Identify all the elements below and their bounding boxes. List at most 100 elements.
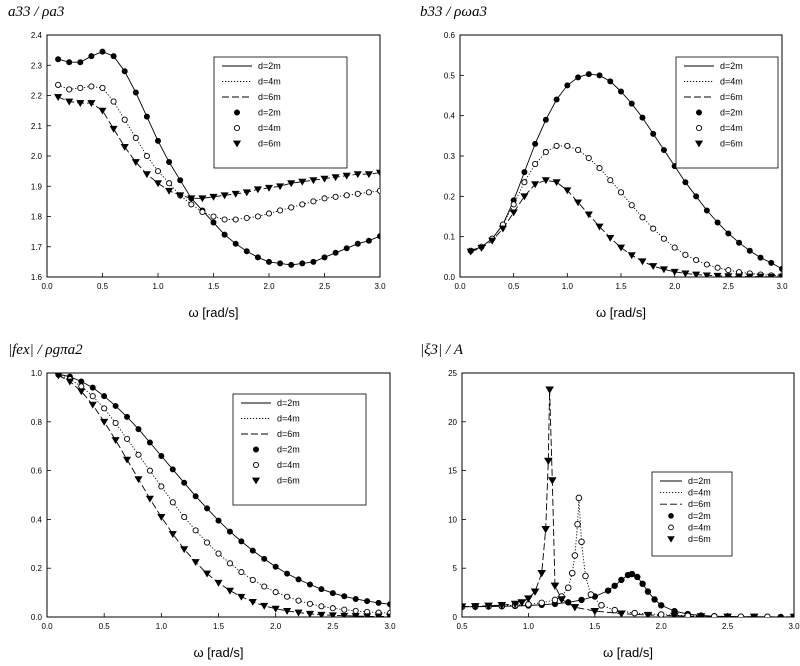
data-point	[616, 244, 626, 252]
data-point	[563, 187, 572, 195]
data-point	[627, 252, 636, 260]
data-point	[332, 249, 339, 256]
x-tick-label: 0.0	[454, 282, 466, 291]
x-tick-label: 0.5	[97, 282, 109, 291]
data-point	[89, 393, 96, 400]
data-point	[55, 56, 62, 63]
data-point	[617, 610, 626, 617]
x-tick-label: 3.0	[788, 622, 800, 631]
data-point	[611, 606, 618, 614]
legend-label: d=4m	[258, 123, 281, 133]
data-point	[214, 579, 223, 587]
data-point	[564, 142, 571, 149]
data-point	[165, 187, 174, 195]
data-point	[210, 219, 217, 226]
data-point	[634, 573, 641, 581]
data-point	[100, 418, 109, 426]
x-tick-label: 3.0	[384, 622, 396, 631]
data-point	[198, 195, 207, 203]
series-line-d=6m-dashed	[58, 375, 390, 617]
y-axis-label: |fex| / ρgπa2	[8, 342, 83, 358]
data-point	[277, 260, 284, 267]
data-point	[746, 247, 753, 254]
data-point	[231, 190, 240, 198]
x-tick-label: 1.5	[589, 622, 601, 631]
data-point	[237, 593, 246, 601]
legend-marker-swatch	[233, 109, 240, 116]
data-point	[777, 613, 784, 617]
y-axis-label: b33 / ρωa3	[420, 4, 487, 20]
data-point	[294, 609, 303, 617]
data-point	[54, 373, 63, 380]
data-point	[276, 183, 285, 191]
data-point	[283, 607, 292, 615]
data-point	[204, 505, 211, 512]
data-point	[169, 466, 176, 473]
data-point	[112, 402, 119, 409]
legend-label: d=4m	[277, 460, 300, 470]
data-point	[570, 604, 580, 612]
series-line-d=4m-dotted	[462, 497, 794, 617]
data-point	[318, 586, 325, 593]
data-point	[550, 582, 560, 590]
x-tick-label: 2.5	[723, 282, 735, 291]
data-point	[288, 204, 295, 211]
panel-heave-rao: 0.5 1.0 1.5 2.0 2.5 3.0 0 5 10 15 20 25 ω [rad/s] |ξ3…	[420, 342, 800, 660]
data-point	[321, 254, 328, 261]
data-point	[157, 514, 166, 521]
data-point	[702, 272, 711, 277]
panel-added-mass: 0.0 0.5 1.0 1.5 2.0 2.5 3.0 1.6 1.7 1.8 1.9 2.0 2.1 2…	[8, 4, 386, 320]
legend-label: d=4m	[720, 77, 743, 87]
data-point	[101, 393, 108, 400]
data-point	[768, 259, 775, 266]
data-point	[374, 613, 383, 617]
x-axis-label: ω [rad/s]	[189, 305, 239, 320]
data-point	[596, 72, 603, 79]
data-point	[524, 595, 533, 603]
data-point	[724, 273, 733, 277]
legend-marker-swatch	[233, 124, 241, 132]
data-point	[696, 613, 706, 617]
data-point	[565, 599, 572, 606]
y-tick-label: 10	[448, 515, 457, 524]
data-point	[329, 590, 336, 597]
data-point	[575, 146, 582, 153]
data-point	[521, 179, 528, 186]
legend-label: d=2m	[688, 476, 711, 486]
data-point	[88, 401, 97, 409]
data-point	[132, 134, 139, 141]
data-point	[643, 611, 653, 617]
series-markers-d=6m	[54, 94, 380, 203]
data-point	[649, 263, 658, 271]
data-point	[221, 216, 228, 223]
data-point	[122, 456, 132, 464]
data-point	[143, 152, 150, 160]
y-tick-label: 0.6	[31, 467, 43, 476]
data-point	[121, 68, 128, 75]
data-point	[351, 613, 360, 617]
data-point	[265, 258, 272, 265]
data-point	[764, 613, 771, 617]
legend-label: d=4m	[688, 488, 711, 498]
data-point	[684, 612, 692, 617]
legend-label: d=4m	[258, 77, 281, 87]
data-point	[154, 137, 161, 144]
data-point	[242, 189, 251, 197]
data-point	[65, 378, 74, 386]
data-point	[226, 560, 233, 567]
data-point	[271, 605, 280, 613]
legend-label: d=2m	[720, 61, 743, 71]
data-point	[277, 207, 284, 214]
x-tick-label: 1.5	[213, 622, 225, 631]
data-point	[538, 599, 545, 607]
data-point	[477, 245, 486, 252]
legend-marker-swatch	[694, 140, 704, 148]
y-tick-label: 2.3	[31, 61, 43, 70]
data-point	[112, 419, 119, 427]
data-point	[146, 467, 153, 474]
data-point	[253, 186, 262, 194]
data-point	[510, 600, 520, 609]
data-point	[639, 580, 646, 588]
data-point	[590, 608, 600, 616]
series-line-d=6m-dashed	[462, 389, 794, 617]
